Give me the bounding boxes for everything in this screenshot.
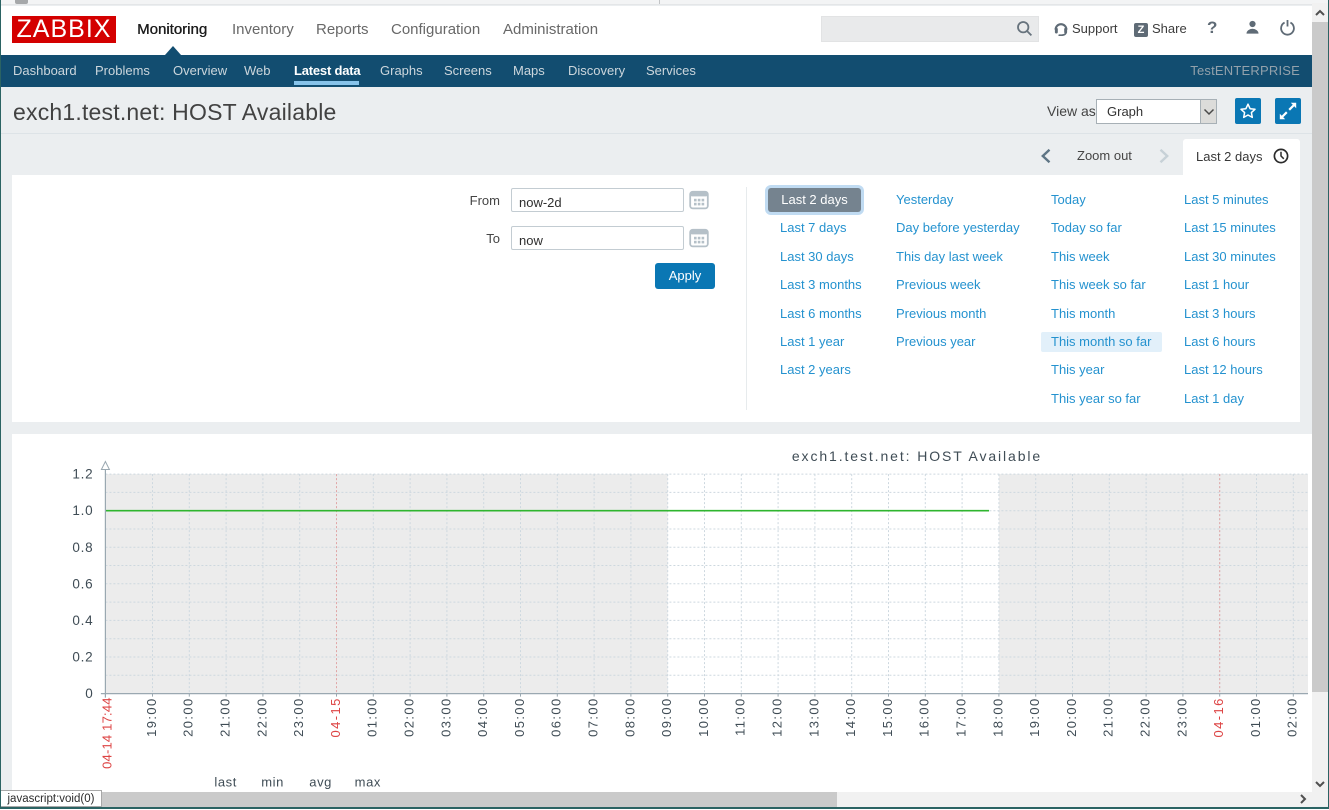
svg-text:16:00: 16:00 (917, 697, 932, 737)
svg-text:04-14 17:44: 04-14 17:44 (99, 697, 114, 769)
svg-text:0.8: 0.8 (72, 540, 93, 555)
svg-text:max: max (355, 775, 381, 790)
svg-text:0.4: 0.4 (72, 613, 93, 628)
svg-text:min: min (261, 775, 284, 790)
svg-text:21:00: 21:00 (218, 697, 233, 737)
svg-text:14:00: 14:00 (843, 697, 858, 737)
svg-text:04-15: 04-15 (328, 697, 343, 737)
svg-text:20:00: 20:00 (181, 697, 196, 737)
svg-text:1.0: 1.0 (72, 503, 93, 518)
svg-text:03:00: 03:00 (438, 697, 453, 737)
svg-text:last: last (214, 775, 237, 790)
svg-text:19:00: 19:00 (144, 697, 159, 737)
svg-text:1.2: 1.2 (72, 467, 93, 482)
svg-text:01:00: 01:00 (365, 697, 380, 737)
svg-text:10:00: 10:00 (696, 697, 711, 737)
svg-text:12:00: 12:00 (770, 697, 785, 737)
svg-text:01:00: 01:00 (1248, 697, 1263, 737)
svg-text:0: 0 (85, 686, 93, 701)
svg-text:22:00: 22:00 (254, 697, 269, 737)
svg-text:08:00: 08:00 (622, 697, 637, 737)
svg-text:05:00: 05:00 (512, 697, 527, 737)
svg-text:18:00: 18:00 (990, 697, 1005, 737)
svg-text:20:00: 20:00 (1064, 697, 1079, 737)
svg-text:02:00: 02:00 (1285, 697, 1300, 737)
svg-text:exch1.test.net: HOST Available: exch1.test.net: HOST Available (792, 448, 1042, 464)
svg-text:13:00: 13:00 (806, 697, 821, 737)
svg-text:23:00: 23:00 (1174, 697, 1189, 737)
svg-text:02:00: 02:00 (402, 697, 417, 737)
svg-text:0.2: 0.2 (72, 650, 93, 665)
svg-text:23:00: 23:00 (291, 697, 306, 737)
svg-text:21:00: 21:00 (1101, 697, 1116, 737)
svg-text:22:00: 22:00 (1138, 697, 1153, 737)
svg-text:17:00: 17:00 (954, 697, 969, 737)
svg-text:15:00: 15:00 (880, 697, 895, 737)
svg-text:19:00: 19:00 (1027, 697, 1042, 737)
svg-text:avg: avg (309, 775, 332, 790)
svg-text:0.6: 0.6 (72, 576, 93, 591)
svg-text:04:00: 04:00 (475, 697, 490, 737)
svg-text:09:00: 09:00 (659, 697, 674, 737)
svg-text:07:00: 07:00 (586, 697, 601, 737)
svg-text:06:00: 06:00 (549, 697, 564, 737)
svg-text:11:00: 11:00 (733, 697, 748, 736)
svg-text:04-16: 04-16 (1211, 697, 1226, 737)
